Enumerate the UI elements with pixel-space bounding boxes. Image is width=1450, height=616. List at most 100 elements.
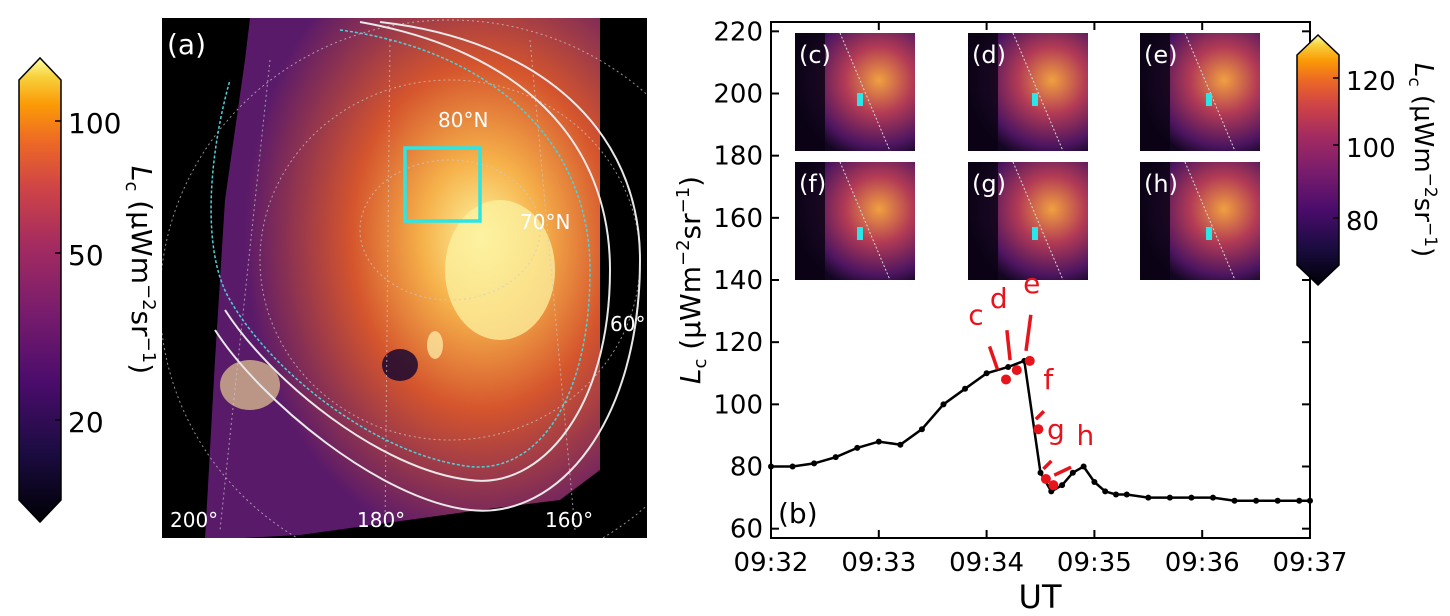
data-point <box>1231 497 1238 504</box>
x-tick-label: 09:35 <box>1057 548 1132 578</box>
inset-label: (e) <box>1144 41 1178 69</box>
y-tick-label: 120 <box>713 328 763 358</box>
x-tick-label: 09:32 <box>734 548 809 578</box>
marker-point <box>1040 473 1051 484</box>
y-tick-label: 100 <box>713 390 763 420</box>
inset-highlight <box>1206 93 1212 106</box>
data-point <box>1307 497 1313 504</box>
data-point <box>832 454 839 461</box>
y-tick-label: 60 <box>730 515 763 545</box>
colorbar-left-tick: 50 <box>68 239 104 272</box>
marker-label: h <box>1077 419 1095 452</box>
colorbar-left: 100 50 20 Lc (μWm−2sr−1) <box>18 56 159 524</box>
data-point <box>918 426 925 433</box>
colorbar-right-tick: 120 <box>1346 67 1396 97</box>
inset-track <box>1184 161 1236 281</box>
lat-label: 80°N <box>438 108 488 132</box>
lon-label: 160° <box>545 508 593 532</box>
data-point <box>875 438 882 445</box>
aurora-image <box>205 18 600 538</box>
marker-tick <box>1024 314 1033 352</box>
inset-highlight <box>1032 227 1038 240</box>
colorbar-left-label: Lc (μWm−2sr−1) <box>121 166 159 374</box>
panel-b-label: (b) <box>778 497 818 530</box>
colorbar-left-tick: 100 <box>68 107 121 140</box>
inset-panel: (f) <box>795 161 915 281</box>
data-point <box>1145 494 1152 501</box>
marker-point <box>1048 480 1059 491</box>
inset-dark-edge <box>968 162 998 280</box>
inset-label: (h) <box>1144 170 1178 198</box>
data-point <box>1091 479 1098 486</box>
x-tick-label: 09:36 <box>1165 548 1240 578</box>
colorbar-right-bar <box>1296 33 1340 287</box>
marker-point <box>1001 374 1012 385</box>
colorbar-left-bar <box>18 56 62 524</box>
marker-point <box>1033 424 1044 435</box>
series-points <box>768 357 1313 504</box>
y-tick-label: 160 <box>713 204 763 234</box>
data-point <box>1069 469 1076 476</box>
x-axis-label: UT <box>1019 578 1062 616</box>
marker-tick <box>1034 409 1046 421</box>
colorbar-right-label: Lc (μWm−2sr−1) <box>1404 63 1440 257</box>
inset-track <box>1012 161 1064 281</box>
y-axis: 60 80 100 120 140 160 180 200 220 <box>713 17 1310 545</box>
lat-label: 70°N <box>520 210 570 234</box>
inset-label: (d) <box>972 41 1006 69</box>
data-point <box>1253 497 1260 504</box>
data-point <box>940 401 947 408</box>
x-axis: 09:32 09:33 09:34 09:35 09:36 09:37 <box>734 22 1348 578</box>
oval-boundary-cyan <box>210 29 591 468</box>
oval-boundary-white <box>214 21 642 512</box>
inset-dark-edge <box>968 33 998 151</box>
y-tick-label: 200 <box>713 79 763 109</box>
inset-highlight <box>857 93 863 106</box>
inset-dark-edge <box>1140 33 1170 151</box>
inset-track <box>1012 32 1064 152</box>
marker-tick <box>1042 459 1053 471</box>
marker-tick <box>1005 329 1012 361</box>
y-tick-label: 80 <box>730 453 763 483</box>
inset-label: (c) <box>799 41 831 69</box>
event-markers: c d e fg h <box>968 267 1095 491</box>
marker-tick <box>1053 465 1072 477</box>
colorbar-left-tick: 20 <box>68 406 104 439</box>
inset-panel: (h) <box>1140 161 1260 281</box>
marker-label: d <box>990 282 1008 315</box>
inset-track <box>1184 32 1236 152</box>
marker-label: e <box>1023 267 1040 300</box>
data-point <box>897 441 904 448</box>
inset-label: (f) <box>799 170 826 198</box>
x-tick-label: 09:37 <box>1273 548 1348 578</box>
inset-panel: (e) <box>1140 32 1260 152</box>
data-point <box>1166 494 1173 501</box>
y-tick-label: 140 <box>713 266 763 296</box>
inset-track <box>839 32 891 152</box>
panel-a-label: (a) <box>167 28 206 61</box>
colorbar-right: 120 100 80 Lc (μWm−2sr−1) <box>1296 33 1440 287</box>
inset-dark-edge <box>1140 162 1170 280</box>
inset-dark-edge <box>795 162 825 280</box>
data-point <box>854 444 861 451</box>
inset-track <box>839 161 891 281</box>
marker-label: g <box>1047 413 1065 446</box>
panel-a-map: (a) 80°N 70°N 60° 200° 180° 160° <box>162 18 647 538</box>
data-point <box>983 370 990 377</box>
inset-grid: (c) (d) (e) (f) (g) (h) <box>795 32 1260 281</box>
y-axis-label: Lc (μWm−2sr−1) <box>673 176 711 384</box>
inset-dark-edge <box>795 33 825 151</box>
inset-panel: (d) <box>968 32 1088 152</box>
data-point <box>1005 364 1012 371</box>
inset-label: (g) <box>972 170 1006 198</box>
y-tick-label: 220 <box>713 17 763 47</box>
x-tick-label: 09:34 <box>949 548 1024 578</box>
x-tick-label: 09:33 <box>841 548 916 578</box>
colorbar-right-tick: 100 <box>1346 134 1396 164</box>
marker-tick <box>987 345 1000 371</box>
data-point <box>1274 497 1281 504</box>
data-point <box>1102 488 1109 495</box>
data-point <box>962 385 969 392</box>
marker-point <box>1024 355 1035 366</box>
data-point <box>1188 494 1195 501</box>
